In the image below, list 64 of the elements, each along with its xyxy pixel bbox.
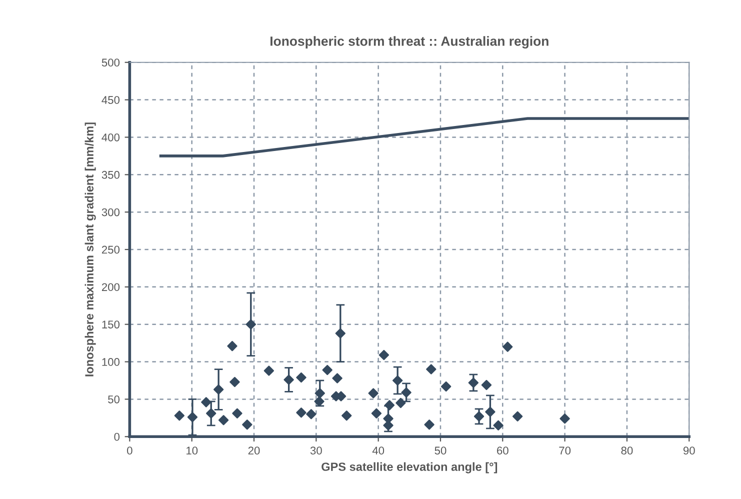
x-tick-label: 40	[372, 446, 384, 455]
point	[392, 375, 403, 386]
point	[246, 319, 256, 330]
point	[368, 388, 378, 398]
point	[468, 378, 479, 388]
chart-title: Ionospheric storm threat :: Australian region	[270, 36, 548, 49]
x-tick-label: 60	[497, 446, 508, 455]
point	[213, 384, 224, 395]
point	[440, 381, 452, 392]
point	[187, 412, 198, 422]
point	[474, 411, 484, 422]
point	[512, 411, 523, 422]
point	[242, 420, 252, 430]
point	[424, 420, 434, 430]
point	[342, 410, 352, 421]
point	[230, 376, 240, 388]
point	[396, 398, 406, 408]
point	[264, 366, 274, 376]
point	[296, 372, 306, 383]
x-tick-label: 30	[310, 446, 322, 455]
x-tick-label: 0	[127, 446, 132, 455]
y-tick-label: 100	[102, 358, 120, 366]
point	[493, 420, 504, 430]
point	[232, 408, 242, 419]
point	[502, 342, 513, 352]
x-tick-label: 20	[248, 446, 260, 455]
y-tick-label: 250	[102, 246, 120, 254]
point	[201, 397, 212, 408]
point	[332, 373, 342, 384]
y-tick-label: 450	[102, 96, 120, 104]
point	[485, 406, 496, 418]
point	[371, 408, 382, 419]
point	[314, 396, 324, 407]
point	[296, 408, 306, 418]
point	[481, 380, 492, 390]
point	[384, 400, 395, 410]
y-tick-label: 300	[102, 208, 120, 216]
x-tick-label: 10	[186, 446, 198, 455]
y-tick-label: 200	[102, 283, 120, 292]
y-axis-title: Ionosphere maximum slant gradient [mm/km]	[84, 122, 96, 376]
point	[206, 408, 216, 419]
point	[322, 364, 332, 376]
x-tick-label: 70	[559, 446, 571, 455]
y-tick-label: 50	[108, 395, 120, 404]
point	[314, 388, 325, 398]
point	[560, 414, 570, 424]
x-tick-label: 50	[434, 446, 446, 455]
point	[306, 409, 316, 420]
point	[227, 340, 238, 352]
y-tick-label: 150	[102, 320, 120, 328]
x-tick-label: 80	[621, 446, 633, 455]
point	[335, 328, 346, 338]
y-tick-label: 400	[102, 133, 120, 142]
y-tick-label: 500	[102, 58, 120, 67]
point	[426, 364, 436, 374]
x-axis-title: GPS satellite elevation angle [°]	[322, 462, 498, 474]
y-tick-label: 0	[114, 432, 120, 441]
point	[401, 387, 412, 398]
point	[284, 374, 294, 385]
y-tick-label: 350	[102, 170, 120, 179]
point	[218, 415, 229, 426]
x-tick-label: 90	[683, 446, 695, 455]
point	[378, 350, 390, 360]
point	[174, 410, 184, 421]
